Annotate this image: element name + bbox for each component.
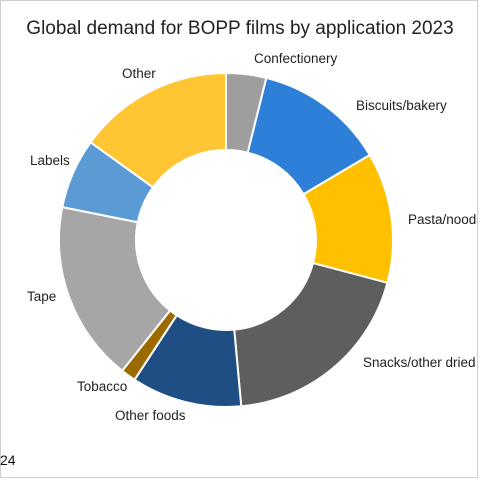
- label-confectionery: Confectionery: [254, 51, 338, 66]
- label-labels: Labels: [30, 153, 70, 168]
- slice-snacks-other-dried: [233, 261, 389, 408]
- label-tobacco: Tobacco: [77, 379, 127, 394]
- label-snacks-other-dried: Snacks/other dried: [363, 355, 476, 370]
- chart-title: Global demand for BOPP films by applicat…: [26, 18, 454, 39]
- slice-tape: [58, 205, 172, 373]
- source-note: 24: [0, 452, 16, 468]
- label-other: Other: [122, 66, 156, 81]
- label-pasta-nood: Pasta/nood: [408, 212, 476, 227]
- label-other-foods: Other foods: [115, 408, 186, 423]
- label-biscuits-bakery: Biscuits/bakery: [356, 98, 447, 113]
- slice-other: [89, 71, 227, 189]
- label-tape: Tape: [27, 289, 56, 304]
